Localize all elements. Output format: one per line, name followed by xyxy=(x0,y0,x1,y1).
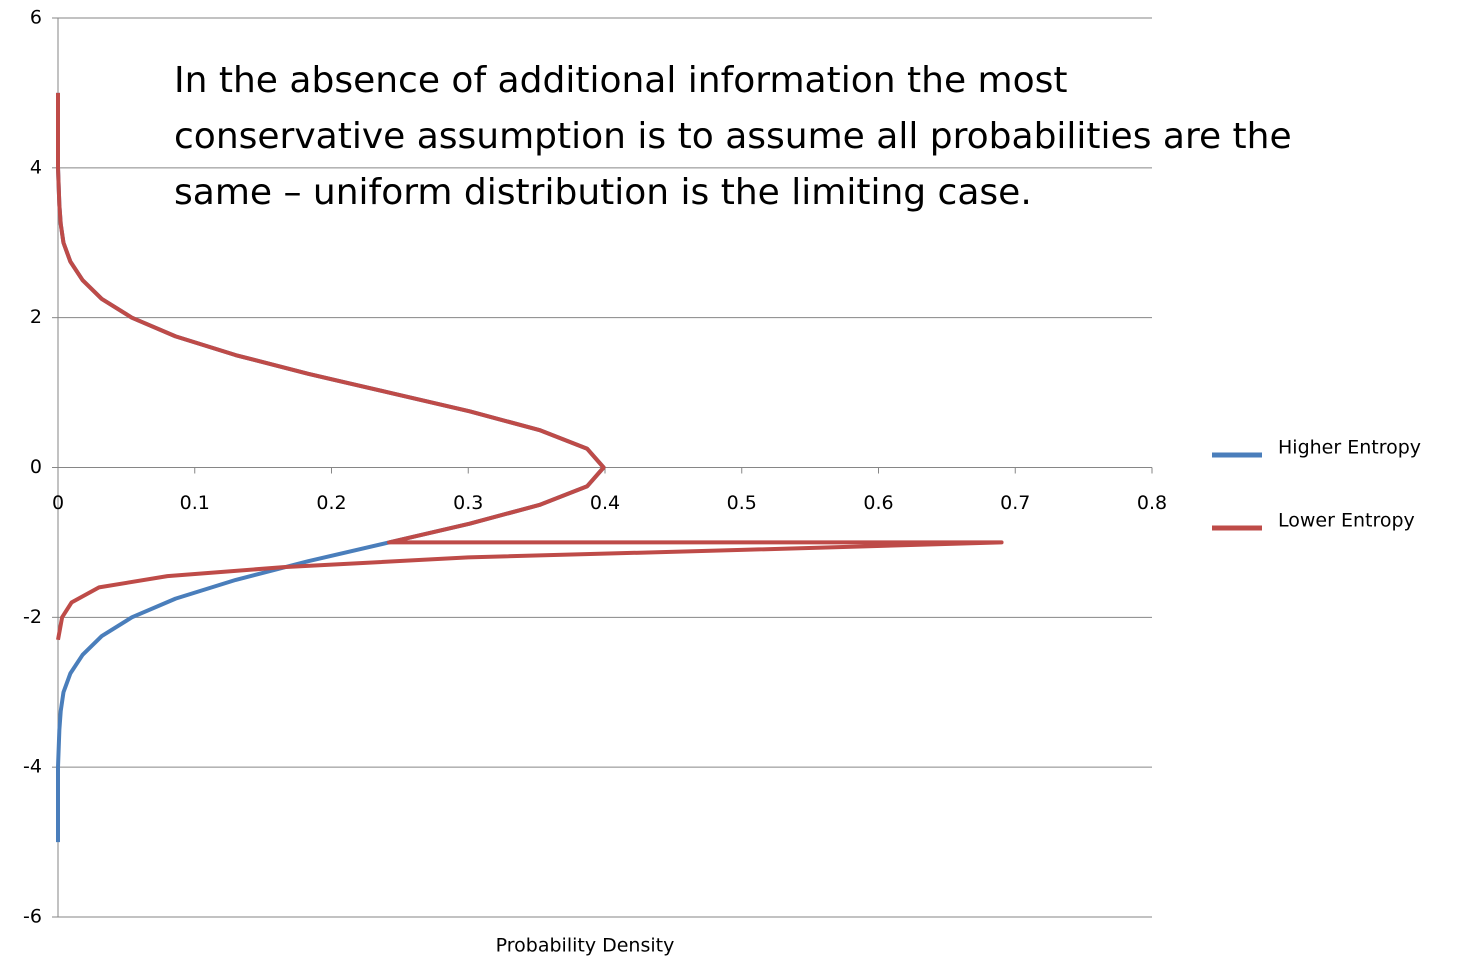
legend-label: Higher Entropy xyxy=(1278,437,1421,459)
x-tick-label: 0.7 xyxy=(1000,492,1030,514)
y-tick-label: 6 xyxy=(30,7,42,29)
x-tick-label: 0.5 xyxy=(727,492,757,514)
x-tick-label: 0 xyxy=(52,492,64,514)
annotation: same – uniform distribution is the limit… xyxy=(174,172,1032,213)
x-tick-label: 0.1 xyxy=(180,492,210,514)
y-tick-label: -2 xyxy=(23,606,42,628)
x-tick-label: 0.6 xyxy=(863,492,893,514)
y-tick-label: 0 xyxy=(30,456,42,478)
x-tick-label: 0.4 xyxy=(590,492,620,514)
x-tick-label: 0.8 xyxy=(1137,492,1167,514)
x-tick-label: 0.3 xyxy=(453,492,483,514)
y-tick-label: 4 xyxy=(30,156,42,178)
y-tick-label: 2 xyxy=(30,306,42,328)
y-tick-label: -6 xyxy=(23,906,42,928)
annotation: In the absence of additional information… xyxy=(174,60,1068,101)
legend-label: Lower Entropy xyxy=(1278,510,1415,532)
series-line xyxy=(56,92,1004,641)
x-tick-label: 0.2 xyxy=(316,492,346,514)
y-tick-label: -4 xyxy=(23,756,42,778)
x-axis-title: Probability Density xyxy=(496,935,675,957)
annotation: conservative assumption is to assume all… xyxy=(174,116,1292,157)
